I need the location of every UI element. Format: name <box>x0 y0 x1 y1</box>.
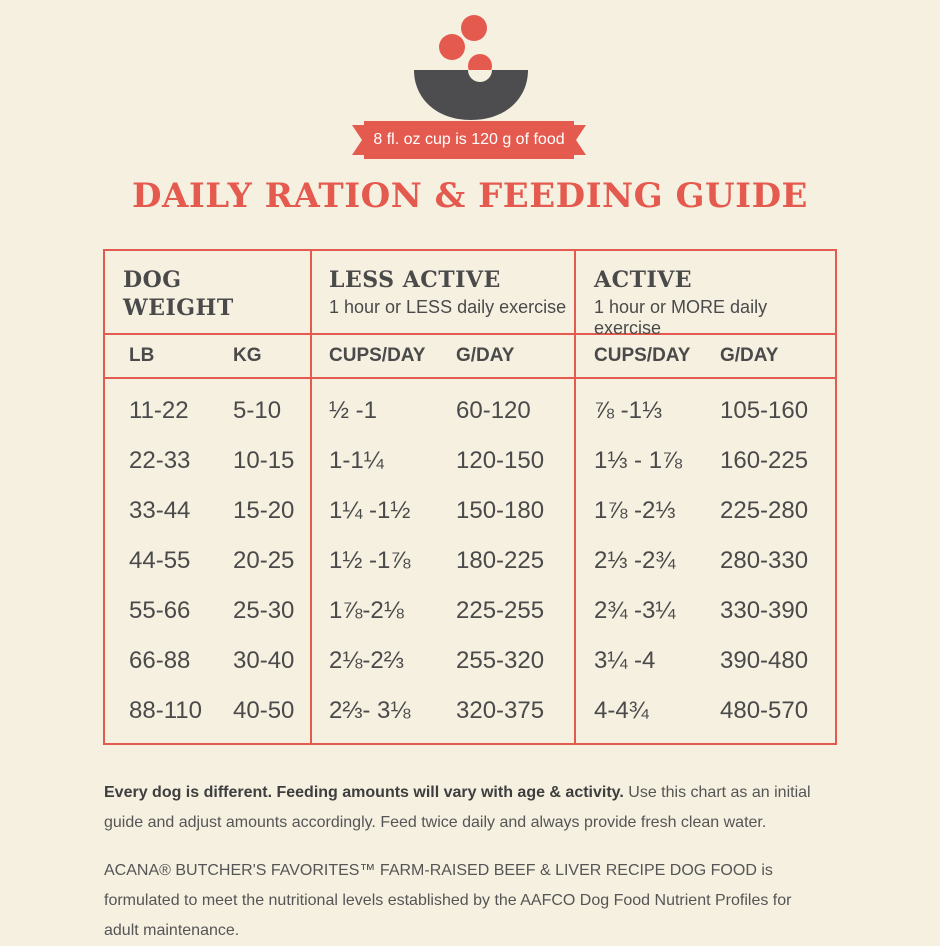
aafco-statement: ACANA® BUTCHER'S FAVORITES™ FARM-RAISED … <box>104 862 792 939</box>
disclaimer-bold: Every dog is different. Feeding amounts … <box>104 784 624 801</box>
less-active-cups-cell: 1½ -1⅞ <box>329 547 411 574</box>
less-active-cups-cell: ½ -1 <box>329 397 378 424</box>
active-grams-cell: 225-280 <box>720 497 809 524</box>
active-subheader: 1 hour or MORE daily exercise <box>594 297 768 338</box>
active-cups-cell: 3¼ -4 <box>594 647 656 674</box>
active-grams-cell: 280-330 <box>720 547 809 574</box>
dog-weight-header-line2: WEIGHT <box>123 295 234 321</box>
less-active-grams-cell: 60-120 <box>456 397 531 424</box>
less-active-grams-cell: 255-320 <box>456 647 545 674</box>
less-active-cups-header: CUPS/DAY <box>329 345 426 366</box>
less-active-cups-cell: 2⅔- 3⅛ <box>329 697 411 724</box>
dog-weight-header-line1: DOG <box>123 267 182 293</box>
kg-column-header: KG <box>233 345 262 366</box>
active-grams-cell: 105-160 <box>720 397 809 424</box>
less-active-grams-cell: 225-255 <box>456 597 545 624</box>
active-grams-cell: 390-480 <box>720 647 809 674</box>
kg-cell: 40-50 <box>233 697 295 724</box>
active-cups-cell: 1⅞ -2⅓ <box>594 497 676 524</box>
divider <box>105 377 835 379</box>
less-active-grams-cell: 180-225 <box>456 547 545 574</box>
divider <box>105 333 835 335</box>
active-grams-cell: 330-390 <box>720 597 809 624</box>
less-active-grams-header: G/DAY <box>456 345 515 366</box>
kg-cell: 10-15 <box>233 447 295 474</box>
cup-note-banner <box>352 121 586 159</box>
kg-cell: 5-10 <box>233 397 282 424</box>
less-active-cups-cell: 1⅞-2⅛ <box>329 597 404 624</box>
active-cups-cell: 2⅓ -2¾ <box>594 547 676 574</box>
disclaimer-text: Use this chart as an initial guide and a… <box>104 784 811 831</box>
active-grams-cell: 160-225 <box>720 447 809 474</box>
food-bowl-icon <box>410 10 534 122</box>
lb-cell: 44-55 <box>129 547 191 574</box>
active-grams-header: G/DAY <box>720 345 779 366</box>
lb-cell: 88-110 <box>129 697 202 724</box>
page-title: DAILY RATION & FEEDING GUIDE <box>132 176 808 216</box>
dog-weight-header: DOG WEIGHT <box>123 266 234 322</box>
active-cups-cell: 1⅓ - 1⅞ <box>594 447 683 474</box>
active-cups-header: CUPS/DAY <box>594 345 691 366</box>
lb-cell: 11-22 <box>129 397 189 424</box>
active-grams-cell: 480-570 <box>720 697 809 724</box>
less-active-grams-cell: 320-375 <box>456 697 545 724</box>
less-active-grams-cell: 120-150 <box>456 447 545 474</box>
less-active-header: LESS ACTIVE <box>329 267 501 293</box>
lb-cell: 22-33 <box>129 447 191 474</box>
active-cups-cell: 2¾ -3¼ <box>594 597 676 624</box>
less-active-cups-cell: 2⅛-2⅔ <box>329 647 404 674</box>
active-header: ACTIVE <box>594 267 693 293</box>
kg-cell: 25-30 <box>233 597 295 624</box>
kg-cell: 15-20 <box>233 497 295 524</box>
lb-cell: 66-88 <box>129 647 191 674</box>
active-cups-cell: ⅞ -1⅓ <box>594 397 663 424</box>
less-active-subheader: 1 hour or LESS daily exercise <box>329 297 567 317</box>
disclaimer-paragraph: Every dog is different. Feeding amounts … <box>104 778 824 838</box>
cup-note: 8 fl. oz cup is 120 g of food <box>373 131 565 148</box>
kg-cell: 20-25 <box>233 547 295 574</box>
less-active-cups-cell: 1¼ -1½ <box>329 497 411 524</box>
feeding-table: DOG WEIGHT LESS ACTIVE 1 hour or LESS da… <box>103 249 837 745</box>
lb-column-header: LB <box>129 345 155 366</box>
less-active-grams-cell: 150-180 <box>456 497 545 524</box>
active-cups-cell: 4-4¾ <box>594 697 649 724</box>
lb-cell: 33-44 <box>129 497 191 524</box>
divider <box>310 251 312 743</box>
lb-cell: 55-66 <box>129 597 191 624</box>
kg-cell: 30-40 <box>233 647 295 674</box>
less-active-cups-cell: 1-1¼ <box>329 447 384 474</box>
divider <box>574 251 576 743</box>
